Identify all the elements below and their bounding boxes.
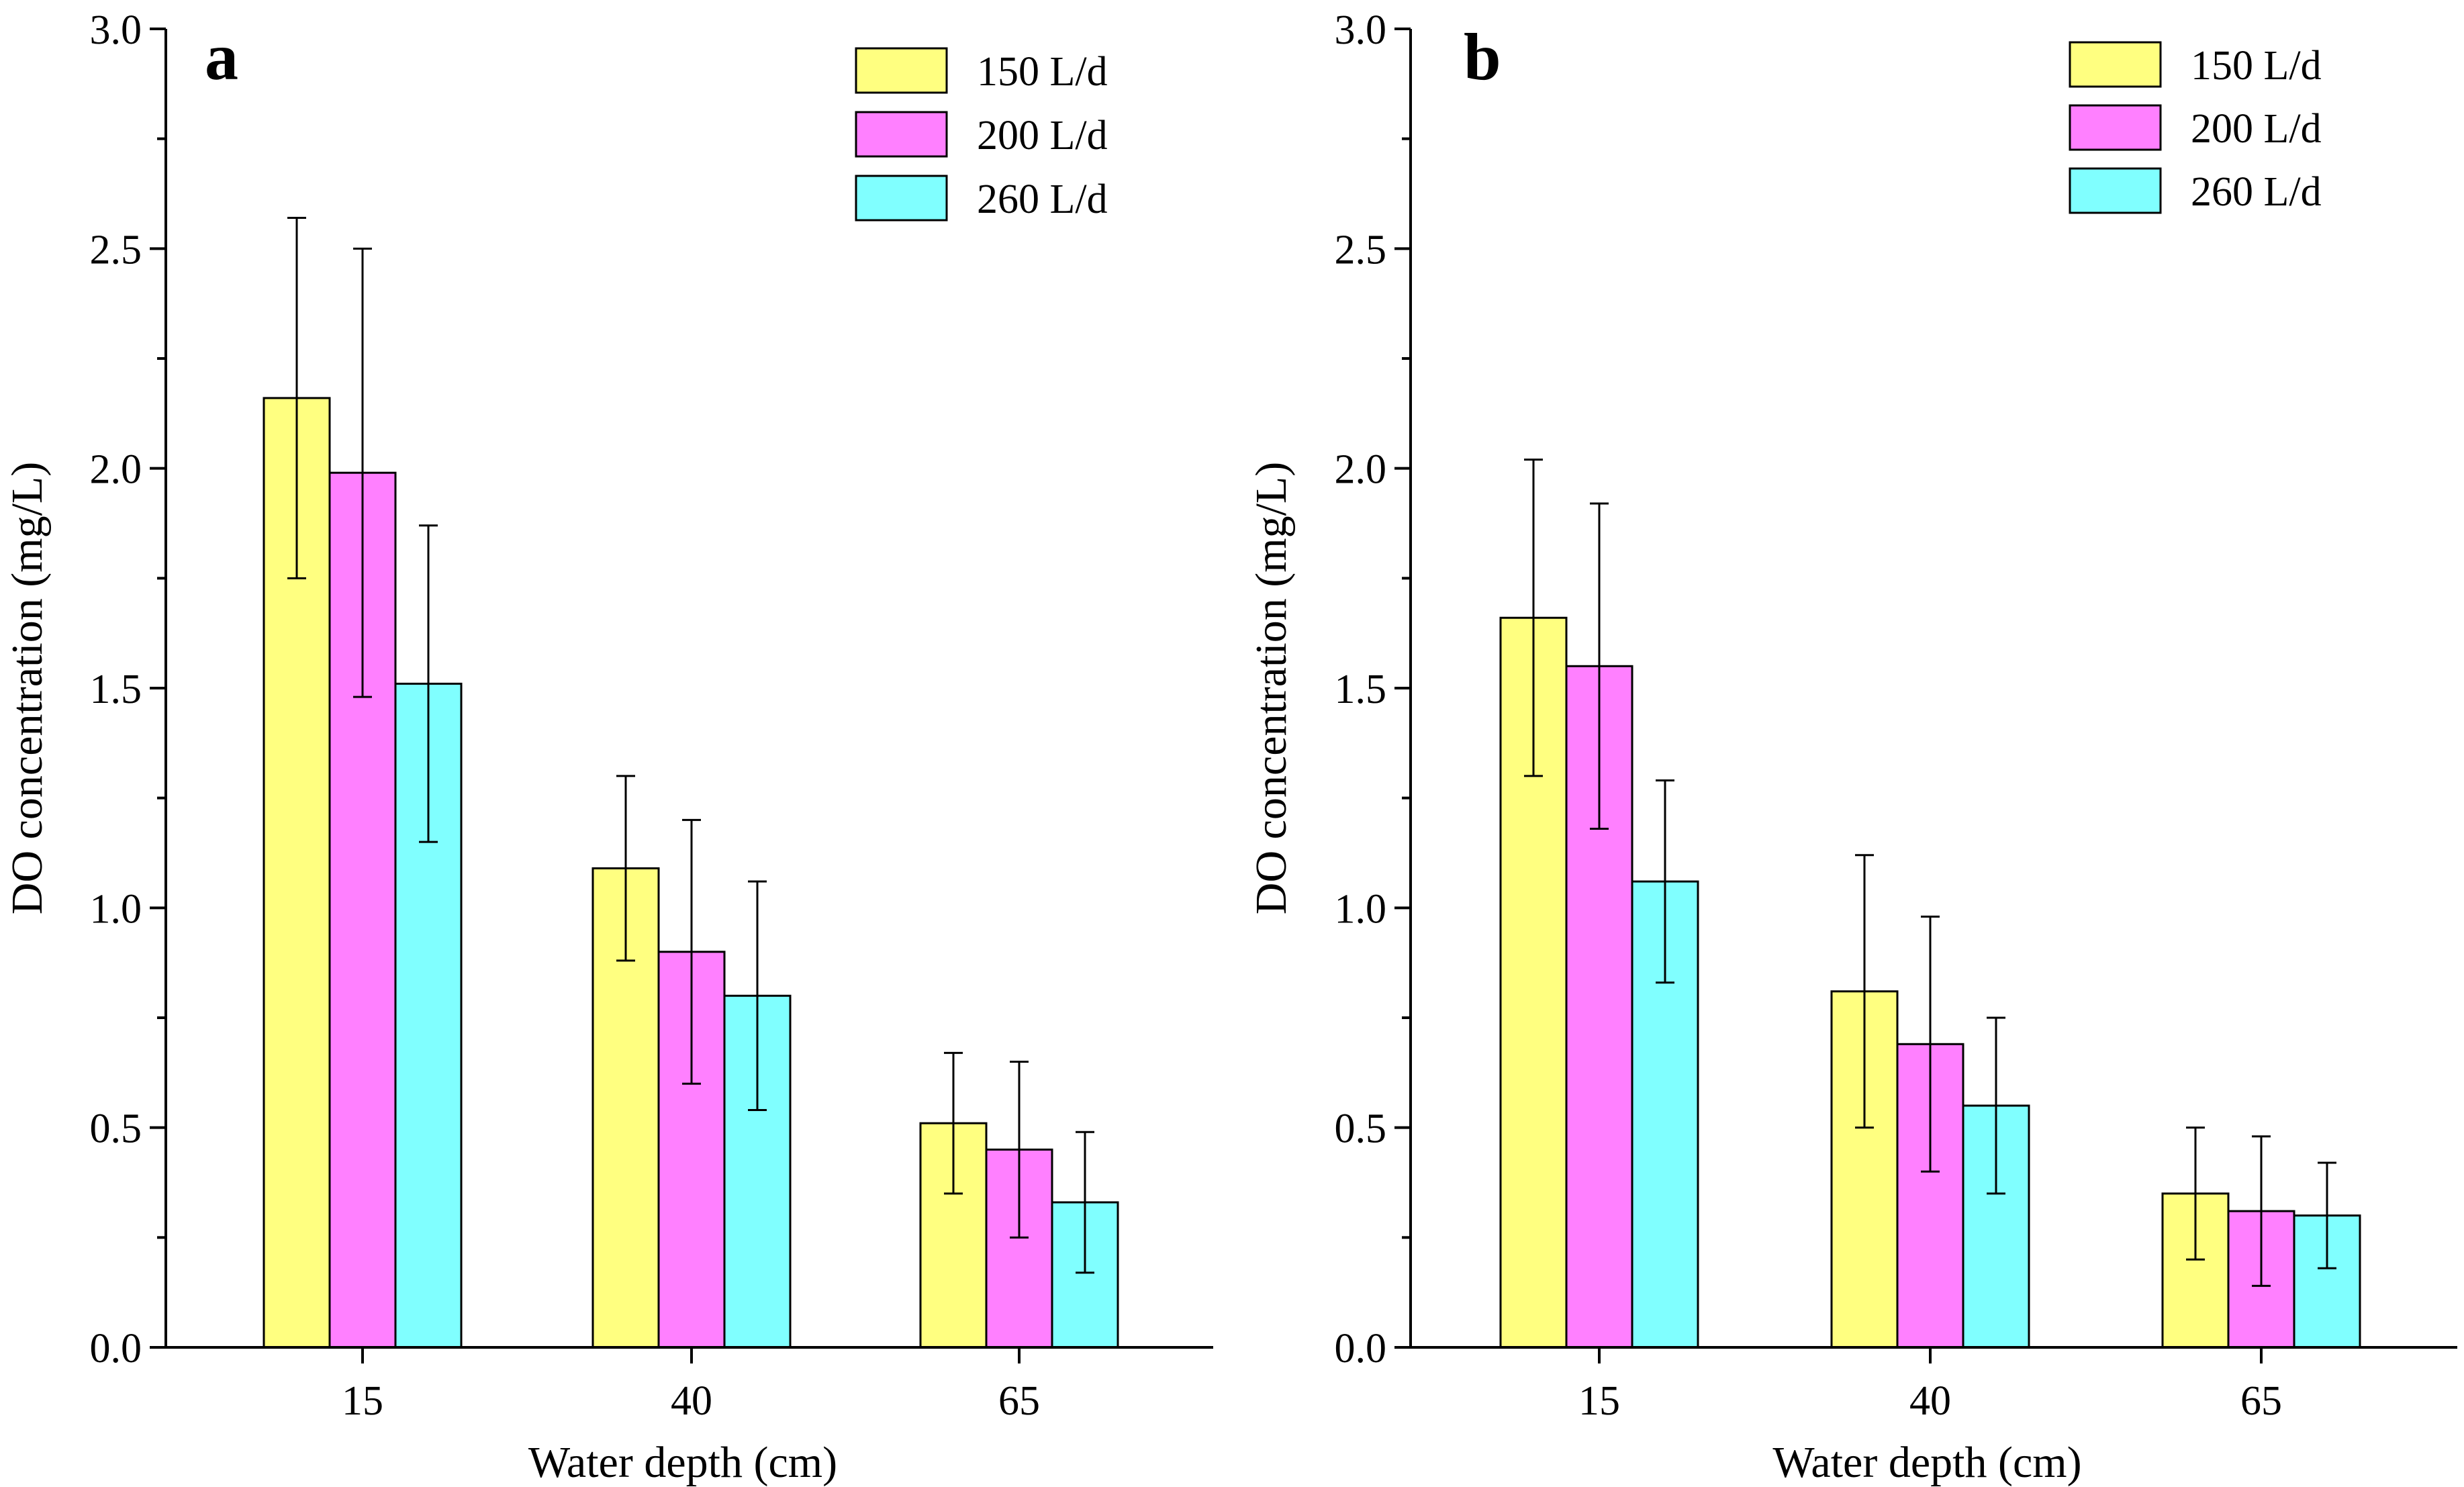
- legend-swatch-b-1: [2069, 104, 2162, 151]
- legend-swatch-b-2: [2069, 167, 2162, 214]
- legend-label-a-0: 150 L/d: [977, 49, 1108, 95]
- panel-b-chart: 0.0 0.5 1.0 1.5 2.0 2.5 3.0 15 40 65 Water depth (…: [1247, 7, 2457, 1487]
- panel-a-chart: 0.0 0.5 1.0 1.5 2.0 2.5 3.0 15 40 65 Water depth (…: [3, 7, 1213, 1487]
- legend-swatch-a-0: [855, 47, 948, 94]
- x-axis-label-a: Water depth (cm): [528, 1438, 837, 1487]
- legend-label-a-2: 260 L/d: [977, 177, 1108, 222]
- x-tick-label-a-0: 15: [342, 1378, 383, 1424]
- x-tick-label-b-2: 65: [2240, 1378, 2282, 1424]
- legend-swatch-a-1: [855, 111, 948, 158]
- legend-label-b-1: 200 L/d: [2191, 106, 2322, 152]
- y-tick-label-a-5: 2.5: [90, 227, 142, 273]
- y-tick-label-a-1: 0.5: [90, 1106, 142, 1152]
- y-axis-label-b: DO concentration (mg/L): [1247, 462, 1296, 914]
- legend-label-b-2: 260 L/d: [2191, 169, 2322, 215]
- y-tick-label-b-3: 1.5: [1335, 667, 1387, 712]
- x-axis-label-b: Water depth (cm): [1772, 1438, 2081, 1487]
- y-tick-label-b-5: 2.5: [1335, 227, 1387, 273]
- x-tick-label-a-2: 65: [998, 1378, 1040, 1424]
- y-tick-label-a-2: 1.0: [90, 886, 142, 932]
- legend-label-b-0: 150 L/d: [2191, 43, 2322, 89]
- y-tick-label-b-6: 3.0: [1335, 7, 1387, 53]
- y-tick-label-b-0: 0.0: [1335, 1326, 1387, 1372]
- panel-label-a: a: [205, 19, 238, 94]
- y-tick-label-b-4: 2.0: [1335, 447, 1387, 493]
- legend-swatch-a-2: [855, 175, 948, 222]
- y-tick-label-a-6: 3.0: [90, 7, 142, 53]
- x-tick-label-a-1: 40: [671, 1378, 712, 1424]
- y-axis-label-a: DO concentration (mg/L): [3, 462, 52, 914]
- legend-swatch-b-0: [2069, 41, 2162, 88]
- y-tick-label-a-3: 1.5: [90, 667, 142, 712]
- x-tick-label-b-1: 40: [1909, 1378, 1951, 1424]
- panel-label-b: b: [1464, 19, 1501, 94]
- y-tick-label-b-2: 1.0: [1335, 886, 1387, 932]
- y-tick-label-b-1: 0.5: [1335, 1106, 1387, 1152]
- y-tick-label-a-4: 2.0: [90, 447, 142, 493]
- legend-label-a-1: 200 L/d: [977, 113, 1108, 158]
- x-tick-label-b-0: 15: [1578, 1378, 1620, 1424]
- y-tick-label-a-0: 0.0: [90, 1326, 142, 1372]
